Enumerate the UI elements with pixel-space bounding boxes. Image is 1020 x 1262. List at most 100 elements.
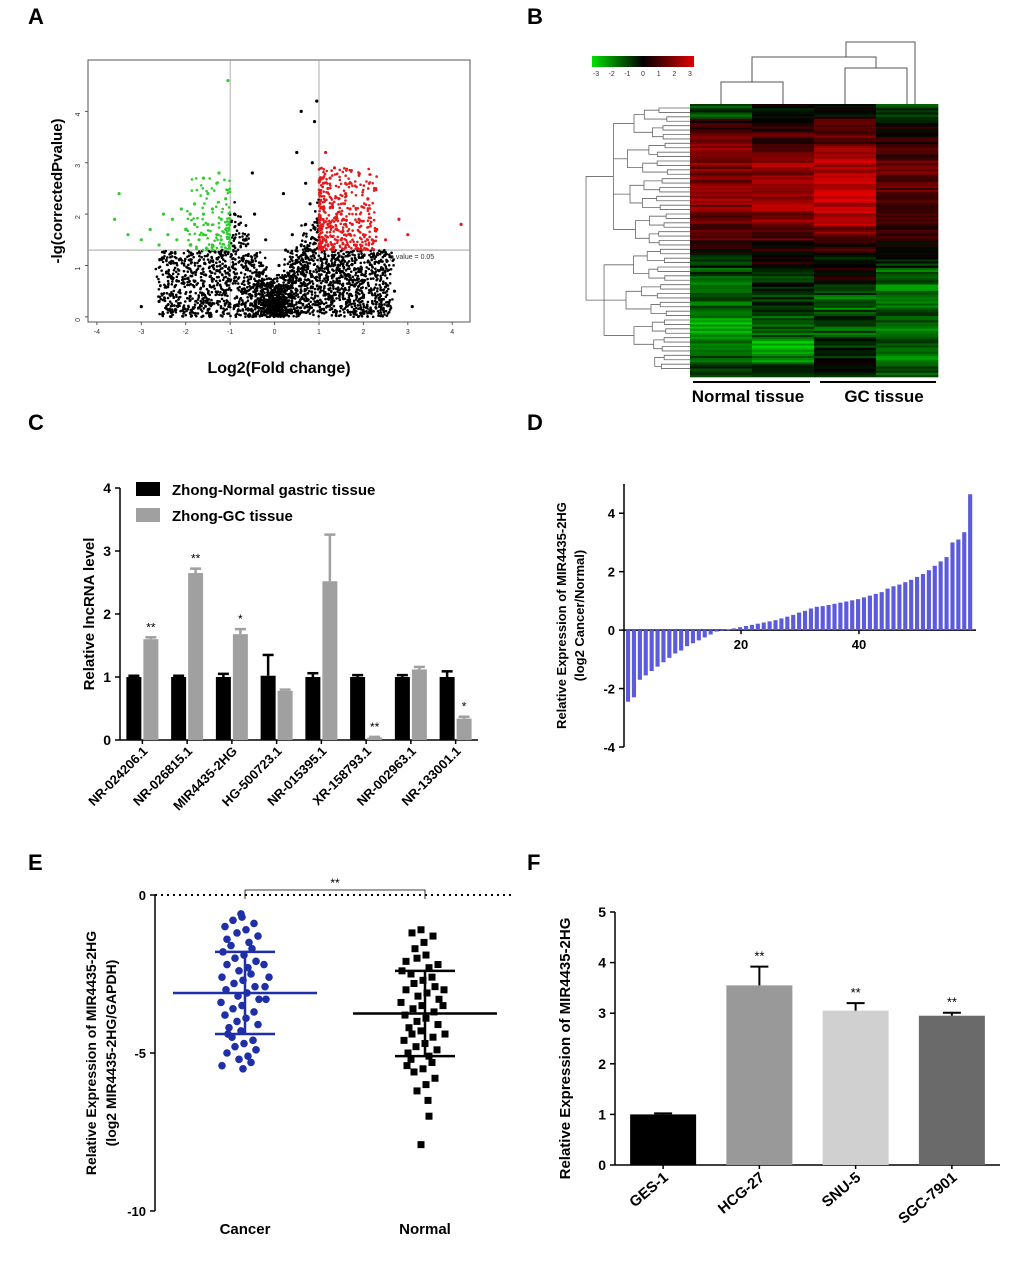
bar bbox=[861, 597, 867, 631]
heatmap-cell bbox=[814, 248, 877, 252]
volcano-point-ns bbox=[369, 306, 372, 309]
heatmap-cell bbox=[690, 213, 753, 216]
volcano-point bbox=[326, 186, 330, 191]
volcano-point-up bbox=[368, 222, 372, 225]
volcano-point-ns bbox=[233, 297, 237, 300]
heatmap-cell bbox=[814, 167, 877, 170]
volcano-point-ns bbox=[351, 253, 354, 256]
volcano-point-ns bbox=[193, 261, 197, 265]
volcano-point-ns bbox=[290, 302, 294, 305]
volcano-point-ns bbox=[342, 265, 346, 269]
volcano-point-up bbox=[324, 234, 327, 237]
volcano-point-ns bbox=[197, 296, 201, 299]
volcano-point-ns bbox=[308, 269, 312, 273]
heatmap-cell bbox=[876, 269, 939, 273]
volcano-point-up bbox=[332, 230, 336, 233]
heatmap-cell bbox=[814, 295, 877, 298]
volcano-point-ns bbox=[263, 305, 267, 309]
heatmap-cell bbox=[690, 181, 753, 185]
heatmap-cell bbox=[814, 204, 877, 208]
volcano-point-ns bbox=[205, 311, 208, 315]
volcano-point-up bbox=[362, 184, 366, 187]
volcano-point bbox=[392, 289, 397, 293]
volcano-point-ns bbox=[380, 313, 383, 317]
heatmap-cell bbox=[690, 219, 753, 222]
volcano-point-ns bbox=[158, 265, 162, 269]
heatmap-cell bbox=[752, 286, 815, 290]
volcano-point-ns bbox=[283, 288, 287, 292]
heatmap-cell bbox=[752, 156, 815, 159]
volcano-point-ns bbox=[358, 301, 362, 304]
bar bbox=[679, 630, 684, 651]
volcano-point-up bbox=[342, 189, 346, 193]
volcano-point-ns bbox=[233, 220, 237, 224]
volcano-point bbox=[224, 227, 228, 232]
volcano-point-ns bbox=[157, 277, 160, 281]
volcano-point-up bbox=[375, 175, 378, 178]
volcano-point-ns bbox=[332, 281, 335, 284]
bar bbox=[350, 677, 366, 740]
volcano-point-ns bbox=[296, 249, 299, 253]
heatmap-cell bbox=[690, 223, 753, 227]
volcano-point bbox=[252, 212, 257, 216]
volcano-point-ns bbox=[174, 310, 178, 314]
volcano-point-down bbox=[210, 223, 214, 227]
volcano-point-down bbox=[227, 212, 230, 215]
volcano-point-ns bbox=[308, 248, 312, 251]
volcano-point-ns bbox=[196, 267, 200, 271]
volcano-point-ns bbox=[233, 200, 236, 204]
volcano-point bbox=[126, 233, 130, 237]
volcano-point-ns bbox=[349, 276, 352, 280]
volcano-point bbox=[335, 227, 339, 232]
volcano-point-ns bbox=[294, 294, 298, 297]
volcano-point bbox=[277, 304, 281, 309]
volcano-point-ns bbox=[346, 308, 349, 312]
heatmap-cell bbox=[752, 110, 815, 113]
volcano-point bbox=[264, 299, 268, 304]
heatmap-cell bbox=[876, 349, 939, 353]
volcano-point bbox=[299, 243, 303, 247]
volcano-point-ns bbox=[313, 291, 317, 294]
volcano-point-down bbox=[204, 221, 208, 225]
heatmap-cell bbox=[752, 255, 815, 258]
volcano-point-ns bbox=[275, 277, 278, 280]
volcano-point-ns bbox=[351, 310, 355, 314]
volcano-point bbox=[326, 263, 330, 268]
volcano-point-ns bbox=[333, 253, 337, 257]
volcano-point-ns bbox=[210, 259, 213, 263]
volcano-point-ns bbox=[354, 306, 358, 310]
heatmap-cell bbox=[814, 374, 877, 378]
volcano-point-down bbox=[228, 246, 232, 250]
heatmap-cell bbox=[814, 194, 877, 197]
volcano-point-up bbox=[318, 238, 322, 242]
volcano-point-ns bbox=[329, 283, 332, 287]
heatmap-cell bbox=[876, 257, 939, 260]
volcano-point-ns bbox=[244, 308, 248, 311]
heatmap-cell bbox=[876, 175, 939, 178]
heatmap-cell bbox=[690, 353, 753, 357]
volcano-point-ns bbox=[290, 297, 294, 300]
bar bbox=[950, 542, 955, 631]
volcano-point-ns bbox=[265, 285, 268, 288]
volcano-point-ns bbox=[318, 302, 322, 306]
volcano-point-ns bbox=[374, 260, 378, 264]
heatmap-cell bbox=[876, 148, 939, 151]
volcano-point-up bbox=[357, 248, 361, 252]
volcano-point bbox=[330, 202, 334, 206]
volcano-point-ns bbox=[243, 232, 247, 236]
volcano-point-ns bbox=[254, 292, 258, 296]
volcano-point-ns bbox=[215, 265, 219, 268]
volcano-point-ns bbox=[166, 285, 170, 289]
volcano-point-ns bbox=[376, 287, 379, 290]
volcano-point-up bbox=[344, 199, 347, 202]
volcano-point-ns bbox=[382, 297, 386, 301]
volcano-point-ns bbox=[281, 313, 284, 316]
volcano-point-up bbox=[331, 246, 335, 250]
volcano-point-ns bbox=[385, 267, 388, 270]
volcano-point-up bbox=[320, 240, 323, 244]
volcano-point-ns bbox=[374, 303, 378, 306]
heatmap-cell bbox=[814, 125, 877, 128]
volcano-point-ns bbox=[325, 260, 328, 263]
